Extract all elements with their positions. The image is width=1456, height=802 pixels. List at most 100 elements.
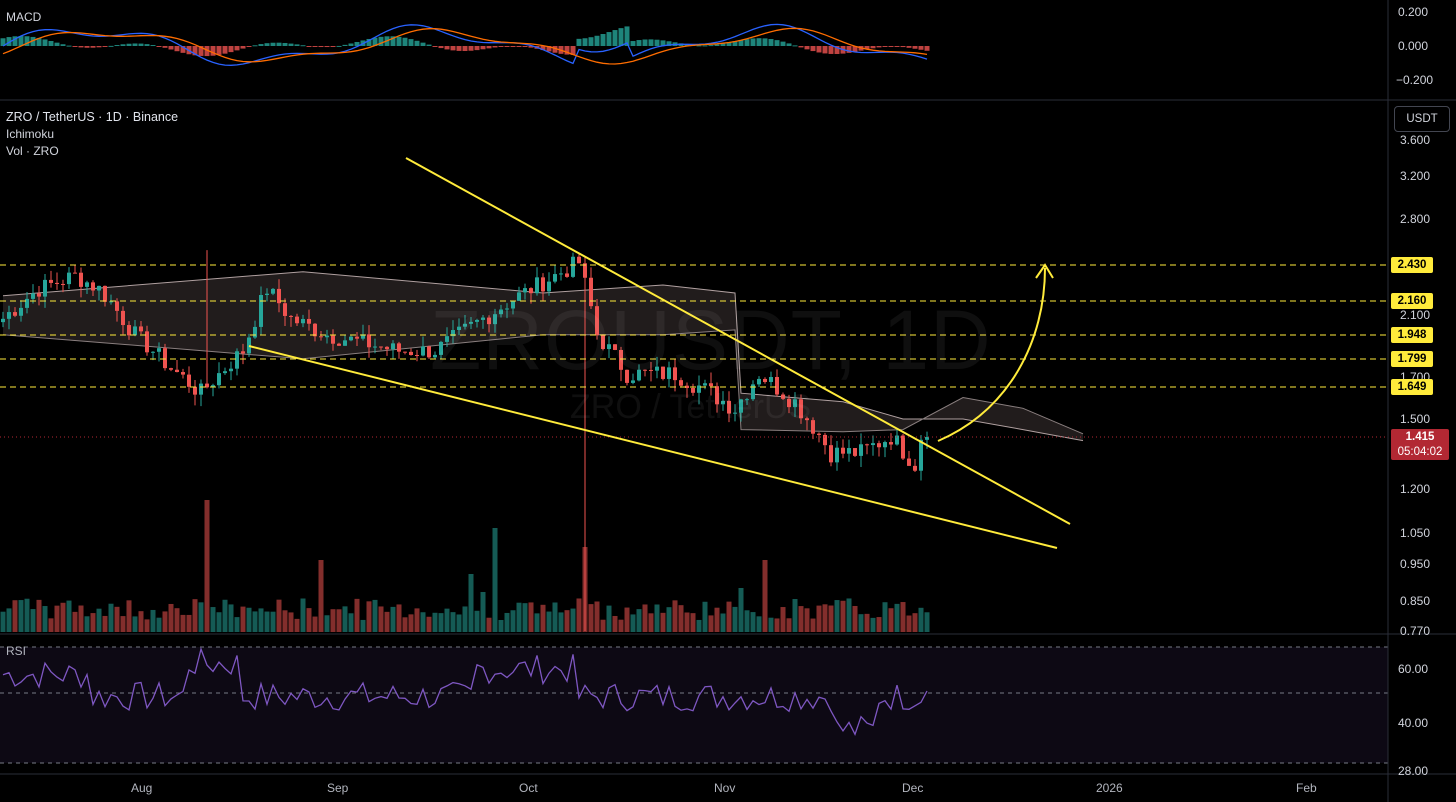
candle-body: [337, 343, 341, 346]
candle-body: [355, 336, 359, 339]
candle-body: [655, 366, 659, 371]
candle-body: [475, 319, 479, 322]
volume-bar: [396, 604, 402, 632]
macd-histogram-bar: [18, 36, 24, 46]
macd-histogram-bar: [162, 46, 168, 48]
volume-bar: [234, 617, 240, 632]
candle-body: [517, 292, 521, 301]
symbol-watermark: ZROUSDT, 1D: [430, 293, 992, 387]
candle-body: [343, 340, 347, 346]
candle-body: [193, 386, 197, 395]
volume-bar: [42, 606, 48, 632]
volume-bar: [390, 606, 396, 632]
macd-histogram-bar: [264, 43, 270, 46]
candle-body: [115, 301, 119, 311]
candle-body: [895, 435, 899, 445]
candle-body: [91, 282, 95, 291]
candle-body: [439, 341, 443, 355]
volume-bar: [738, 588, 744, 632]
volume-bar: [780, 607, 786, 632]
indicator-volume[interactable]: Vol · ZRO: [6, 144, 59, 158]
volume-bar: [924, 612, 930, 632]
candle-body: [751, 384, 755, 400]
volume-bar: [138, 611, 144, 632]
macd-histogram-bar: [258, 44, 264, 46]
macd-histogram-bar: [30, 36, 36, 46]
candle-body: [481, 317, 485, 320]
candle-body: [901, 435, 905, 459]
macd-histogram-bar: [102, 46, 108, 47]
candle-body: [31, 293, 35, 299]
macd-histogram-bar: [312, 46, 318, 47]
rsi-pane-label[interactable]: RSI: [6, 644, 27, 658]
macd-histogram-bar: [342, 44, 348, 46]
time-label-feb: Feb: [1296, 781, 1317, 795]
volume-bar: [714, 607, 720, 632]
candle-body: [373, 346, 377, 348]
macd-histogram-bar: [444, 46, 450, 50]
macd-histogram-bar: [324, 46, 330, 48]
currency-button[interactable]: USDT: [1394, 106, 1450, 132]
volume-bar: [774, 618, 780, 632]
macd-histogram-bar: [486, 46, 492, 49]
indicator-ichimoku[interactable]: Ichimoku: [6, 127, 55, 141]
candle-body: [877, 443, 881, 448]
candle-body: [445, 336, 449, 342]
candle-body: [883, 442, 887, 448]
candle-body: [535, 277, 539, 294]
macd-histogram-bar: [570, 46, 576, 55]
candle-body: [157, 348, 161, 352]
volume-bar: [594, 601, 600, 632]
volume-bar: [372, 599, 378, 632]
macd-histogram-bar: [918, 46, 924, 50]
macd-histogram-bar: [636, 40, 642, 46]
macd-tick: 0.200: [1398, 5, 1429, 19]
candle-body: [685, 385, 689, 388]
volume-bar: [636, 609, 642, 632]
candle-body: [271, 288, 275, 294]
candle-body: [331, 335, 335, 344]
macd-histogram-bar: [474, 46, 480, 51]
candle-body: [619, 349, 623, 370]
level-pill-2160[interactable]: 2.160: [1391, 293, 1433, 309]
price-tick: 0.950: [1400, 557, 1431, 571]
candle-body: [745, 399, 749, 401]
volume-bar: [324, 615, 330, 632]
macd-histogram-bar: [786, 43, 792, 46]
volume-bar: [18, 600, 24, 632]
candle-body: [523, 288, 527, 293]
level-pill-1948[interactable]: 1.948: [1391, 327, 1433, 343]
candle-body: [691, 387, 695, 393]
macd-histogram-bar: [594, 35, 600, 46]
volume-bar: [624, 607, 630, 632]
macd-histogram-bar: [510, 46, 516, 47]
volume-bar: [786, 618, 792, 632]
macd-tick: −0.200: [1396, 73, 1434, 87]
macd-histogram-bar: [612, 30, 618, 46]
symbol-title[interactable]: ZRO / TetherUS · 1D · Binance: [6, 110, 179, 124]
level-pill-1799[interactable]: 1.799: [1391, 351, 1433, 367]
candle-body: [601, 335, 605, 349]
candle-body: [775, 377, 779, 395]
macd-histogram-bar: [492, 46, 498, 48]
volume-bar: [96, 608, 102, 632]
candle-body: [493, 314, 497, 325]
candle-body: [403, 351, 407, 353]
candle-body: [283, 303, 287, 316]
candle-body: [589, 277, 593, 307]
volume-bar: [468, 574, 474, 632]
level-pill-2430[interactable]: 2.430: [1391, 257, 1433, 273]
macd-histogram-bar: [588, 37, 594, 46]
macd-histogram-bar: [660, 40, 666, 46]
macd-pane-label[interactable]: MACD: [6, 10, 42, 24]
candle-body: [325, 335, 329, 338]
macd-histogram-bar: [156, 46, 162, 47]
volume-bar: [462, 606, 468, 632]
macd-histogram-bar: [240, 46, 246, 49]
volume-bar: [552, 602, 558, 632]
macd-histogram-bar: [522, 46, 528, 47]
candle-body: [679, 380, 683, 386]
volume-bar: [570, 608, 576, 632]
level-pill-1649[interactable]: 1.649: [1391, 379, 1433, 395]
